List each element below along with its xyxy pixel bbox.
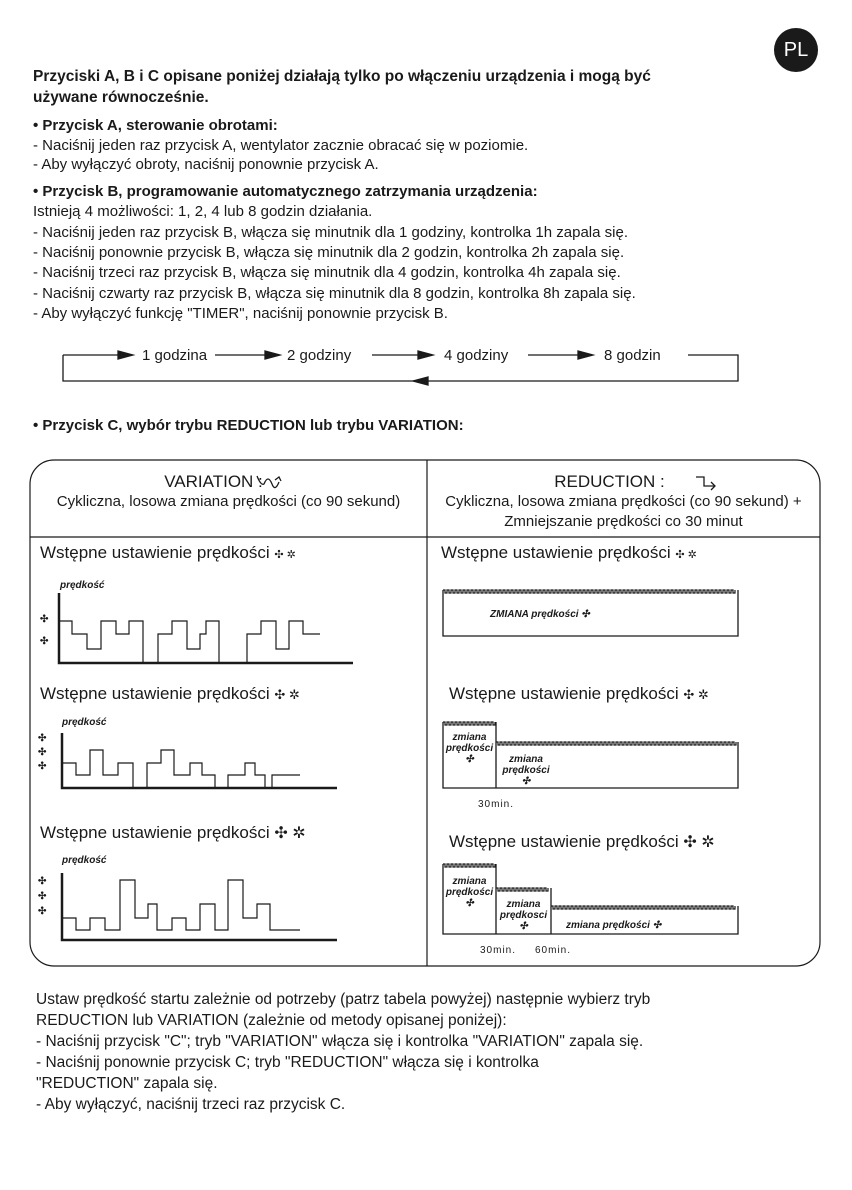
change-text: zmiana prędkości (566, 920, 650, 931)
variation-chart-high (60, 873, 337, 942)
outro-line: - Naciśnij ponownie przycisk C; tryb "RE… (36, 1054, 539, 1071)
variation-icon (256, 475, 282, 489)
outro-line: REDUCTION lub VARIATION (zależnie od met… (36, 1012, 507, 1029)
intro-line: używane równocześnie. (33, 89, 209, 106)
reduction-title: REDUCTION : (427, 472, 820, 491)
reduction-icon (696, 476, 716, 491)
preset-text: Wstępne ustawienie prędkości (40, 823, 270, 842)
reduction-charts (442, 589, 739, 935)
section-a-line: - Aby wyłączyć obroty, naciśnij ponownie… (33, 156, 379, 173)
section-b-line: Istnieją 4 możliwości: 1, 2, 4 lub 8 god… (33, 203, 373, 220)
variation-title: VARIATION : (30, 472, 427, 491)
fan-mid-icon: ✣ ✲ (683, 687, 709, 702)
speed-text: prędkości (502, 765, 550, 776)
fan-mid-icon: ✣ ✲ (274, 687, 300, 702)
outro-line: - Naciśnij przycisk "C"; tryb "VARIATION… (36, 1033, 644, 1050)
change-text: zmiana (452, 876, 487, 887)
variation-chart-mid (60, 733, 337, 790)
axis-label: prędkość (62, 717, 107, 728)
fan-speed-icon: ✣ ✣ ✣ (38, 876, 47, 917)
time-30: 30min. (478, 799, 515, 810)
preset-text: Wstępne ustawienie prędkości (449, 832, 679, 851)
change-label: zmiana prędkości ✣ (445, 876, 494, 909)
axis-label: prędkość (62, 855, 107, 866)
section-c-heading: • Przycisk C, wybór trybu REDUCTION lub … (33, 417, 464, 434)
fan-high-icon: ✣ ✲ (683, 834, 715, 851)
outro-line: Ustaw prędkość startu zależnie od potrze… (36, 991, 651, 1008)
preset-label-mid: Wstępne ustawienie prędkości ✣ ✲ (449, 684, 709, 704)
time-30: 30min. (480, 945, 517, 956)
fan-speed-icon: ✣ ✣ (40, 614, 49, 647)
fan-low-icon: ✣ ✲ (675, 549, 697, 561)
preset-text: Wstępne ustawienie prędkości (40, 543, 270, 562)
section-b-heading: • Przycisk B, programowanie automatyczne… (33, 183, 538, 200)
fan-high-icon: ✣ ✲ (274, 825, 306, 842)
timer-step: 4 godziny (444, 347, 509, 364)
timer-step: 8 godzin (604, 347, 661, 364)
intro-line: Przyciski A, B i C opisane poniżej dział… (33, 68, 651, 85)
section-b-line: - Naciśnij ponownie przycisk B, włącza s… (33, 244, 625, 261)
change-text: zmiana (506, 899, 541, 910)
section-b-line: - Naciśnij trzeci raz przycisk B, włącza… (33, 264, 621, 281)
change-label: zmiana prędkości ✣ (566, 920, 662, 931)
reduction-title-text: REDUCTION : (554, 472, 665, 491)
change-label: zmiana prędkości ✣ (445, 732, 494, 765)
variation-title-text: VARIATION : (164, 472, 263, 491)
variation-description: Cykliczna, losowa zmiana prędkości (co 9… (56, 493, 401, 510)
change-text: zmiana (452, 732, 487, 743)
preset-label-high: Wstępne ustawienie prędkości ✣ ✲ (449, 832, 715, 852)
speed-text: prędkości (445, 887, 494, 898)
axis-label: prędkość (60, 580, 105, 591)
change-text: zmiana (509, 754, 543, 765)
timer-cycle-diagram (62, 350, 739, 386)
outro-line: - Aby wyłączyć, naciśnij trzeci raz przy… (36, 1096, 346, 1113)
mode-table-frame (29, 459, 821, 967)
change-label: zmiana prędkosci ✣ (499, 899, 548, 932)
speed-text: prędkości (445, 743, 494, 754)
section-b-line: - Aby wyłączyć funkcję "TIMER", naciśnij… (33, 305, 448, 322)
variation-chart-low (57, 593, 353, 665)
section-b-line: - Naciśnij czwarty raz przycisk B, włącz… (33, 285, 636, 302)
preset-text: Wstępne ustawienie prędkości (449, 684, 679, 703)
speed-text: prędkosci (499, 910, 548, 921)
change-label: zmiana prędkości ✣ (502, 754, 550, 787)
change-label: ZMIANA prędkości ✣ (490, 609, 590, 620)
reduction-description: Cykliczna, losowa zmiana prędkości (co 9… (445, 493, 802, 510)
time-60: 60min. (535, 945, 572, 956)
section-a-heading: • Przycisk A, sterowanie obrotami: (33, 117, 278, 134)
language-badge: PL (774, 28, 818, 72)
timer-step: 1 godzina (142, 347, 208, 364)
section-b-line: - Naciśnij jeden raz przycisk B, włącza … (33, 224, 628, 241)
section-a-line: - Naciśnij jeden raz przycisk A, wentyla… (33, 137, 529, 154)
preset-label-high: Wstępne ustawienie prędkości ✣ ✲ (40, 823, 306, 843)
preset-label-mid: Wstępne ustawienie prędkości ✣ ✲ (40, 684, 300, 704)
preset-label-low: Wstępne ustawienie prędkości ✣ ✲ (441, 543, 697, 565)
outro-line: "REDUCTION" zapala się. (36, 1075, 218, 1092)
fan-low-icon: ✣ ✲ (274, 549, 296, 561)
timer-step: 2 godziny (287, 347, 352, 364)
change-text: ZMIANA prędkości (490, 609, 579, 620)
preset-text: Wstępne ustawienie prędkości (441, 543, 671, 562)
fan-speed-icon: ✣ ✣ ✣ (38, 733, 47, 772)
reduction-description: Zmniejszanie prędkości co 30 minut (504, 513, 743, 530)
preset-text: Wstępne ustawienie prędkości (40, 684, 270, 703)
preset-label-low: Wstępne ustawienie prędkości ✣ ✲ (40, 543, 296, 565)
